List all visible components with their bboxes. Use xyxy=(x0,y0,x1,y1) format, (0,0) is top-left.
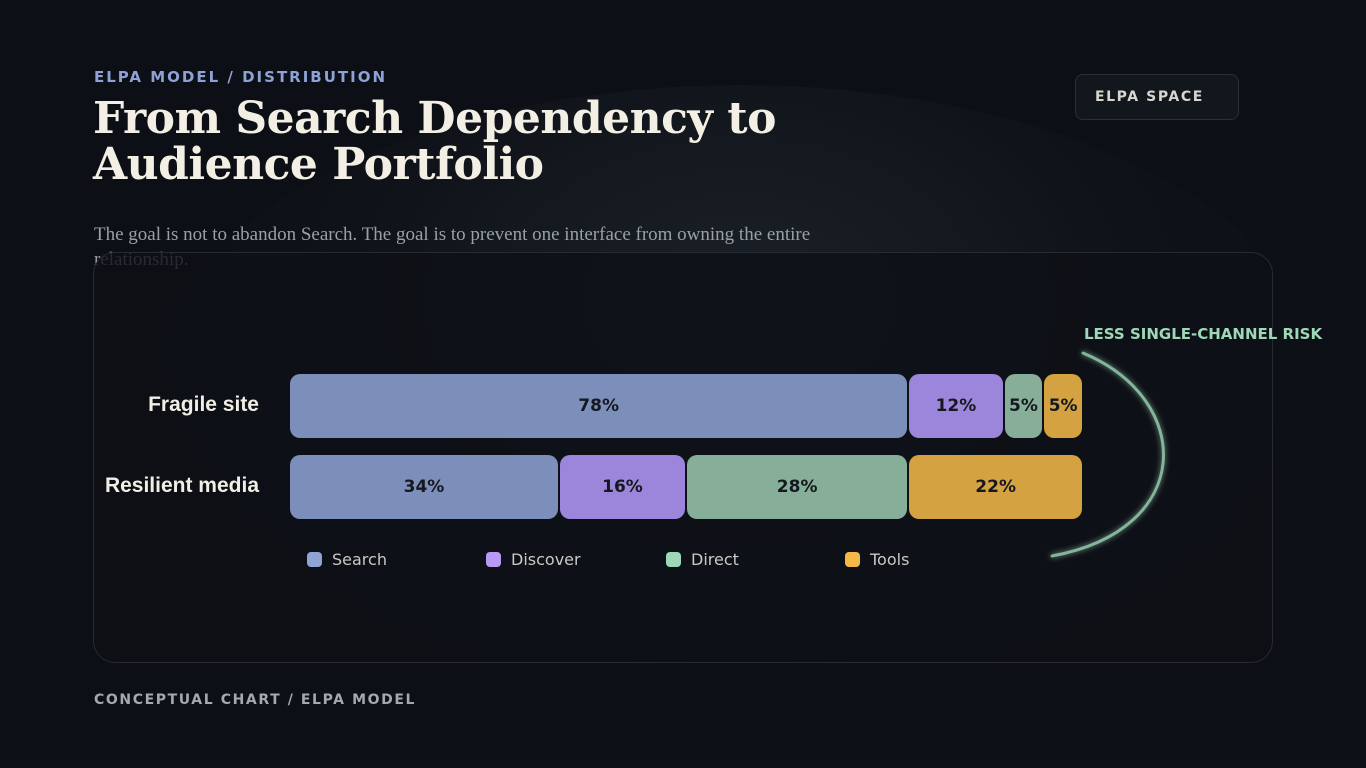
brand-badge: ELPA SPACE xyxy=(1075,74,1239,120)
legend-swatch xyxy=(307,552,322,567)
bar-value-label: 34% xyxy=(403,477,445,497)
bar-value-label: 5% xyxy=(1009,396,1038,416)
bar-segment-search: 78% xyxy=(290,374,908,438)
title-line-2: Audience Portfolio xyxy=(93,139,544,190)
legend-swatch xyxy=(666,552,681,567)
legend-label: Direct xyxy=(691,550,739,569)
bar-segment-direct: 28% xyxy=(687,455,908,519)
bar-segment-direct: 5% xyxy=(1004,374,1043,438)
legend-item-search: Search xyxy=(307,550,387,569)
bar-value-label: 5% xyxy=(1048,396,1078,416)
footer-caption: CONCEPTUAL CHART / ELPA MODEL xyxy=(94,692,417,708)
bar-value-label: 28% xyxy=(776,477,818,497)
bar-segment-discover: 16% xyxy=(559,455,685,519)
bar-segment-tools: 5% xyxy=(1044,374,1082,438)
bar-segment-discover: 12% xyxy=(909,374,1003,438)
eyebrow-label: ELPA MODEL / DISTRIBUTION xyxy=(94,68,388,86)
legend-item-discover: Discover xyxy=(486,550,581,569)
bar-value-label: 16% xyxy=(602,477,643,497)
bar-value-label: 12% xyxy=(935,396,977,416)
bar-value-label: 78% xyxy=(578,396,619,416)
row-label: Resilient media xyxy=(104,474,259,497)
legend-label: Search xyxy=(332,550,387,569)
legend-swatch xyxy=(486,552,501,567)
legend-swatch xyxy=(845,552,860,567)
legend-label: Discover xyxy=(511,550,581,569)
page-title: From Search Dependency to Audience Portf… xyxy=(93,96,853,188)
row-label: Fragile site xyxy=(148,393,259,416)
legend-item-direct: Direct xyxy=(666,550,739,569)
legend-label: Tools xyxy=(870,550,910,569)
legend-item-tools: Tools xyxy=(845,550,909,569)
title-line-1: From Search Dependency to xyxy=(93,93,776,144)
bar-segment-search: 34% xyxy=(290,455,558,519)
risk-annotation-label: LESS SINGLE-CHANNEL RISK xyxy=(1084,325,1323,343)
chart-panel xyxy=(93,252,1273,663)
bar-value-label: 22% xyxy=(975,477,1016,497)
bar-segment-tools: 22% xyxy=(909,455,1082,519)
